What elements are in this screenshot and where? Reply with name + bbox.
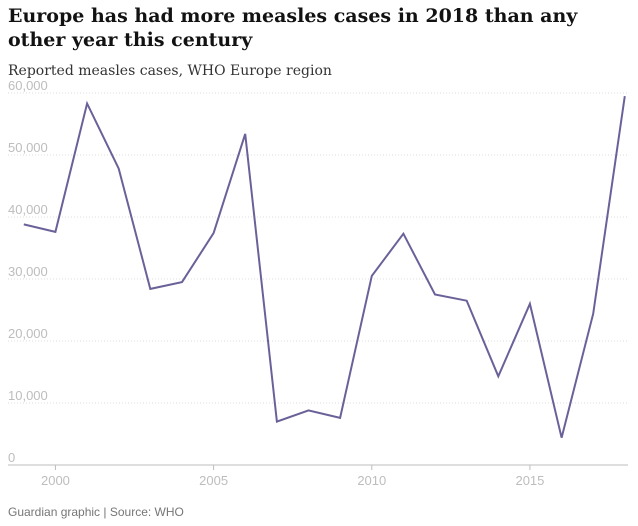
x-axis: 2000 2005 2010 2015: [8, 464, 628, 488]
y-axis-ticks: 0 10,000 20,000 30,000 40,000 50,000 60,000: [8, 78, 48, 465]
series-line: [23, 95, 626, 438]
y-tick-label: 20,000: [8, 326, 48, 341]
y-tick-label: 40,000: [8, 202, 48, 217]
y-tick-label: 30,000: [8, 264, 48, 279]
y-tick-label: 0: [8, 450, 15, 465]
chart-subtitle: Reported measles cases, WHO Europe regio…: [8, 63, 332, 79]
y-tick-label: 50,000: [8, 140, 48, 155]
series-lines: [23, 95, 626, 438]
gridlines: [8, 92, 628, 404]
y-tick-label: 10,000: [8, 388, 48, 403]
chart-title: Europe has had more measles cases in 201…: [8, 5, 578, 51]
y-tick-label: 60,000: [8, 78, 48, 93]
x-tick-label: 2015: [515, 473, 544, 488]
x-tick-label: 2000: [41, 473, 70, 488]
x-tick-label: 2010: [357, 473, 386, 488]
x-tick-label: 2005: [199, 473, 228, 488]
source-credit: Guardian graphic | Source: WHO: [8, 505, 184, 519]
